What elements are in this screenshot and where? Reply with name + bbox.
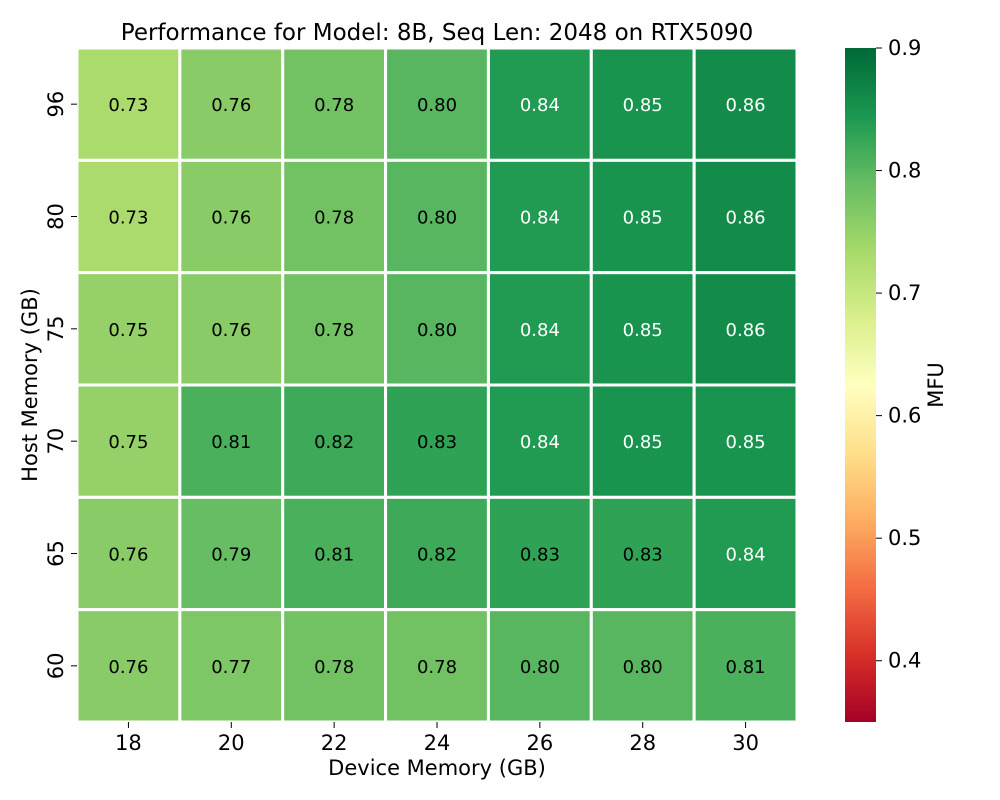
cell-value-label: 0.84 bbox=[520, 432, 560, 453]
cell-value-label: 0.76 bbox=[211, 95, 251, 116]
cell-value-label: 0.77 bbox=[211, 657, 251, 678]
heatmap-cell bbox=[692, 271, 799, 387]
cell-value-label: 0.85 bbox=[726, 432, 766, 453]
cell-value-label: 0.83 bbox=[520, 545, 560, 566]
x-tick-label: 30 bbox=[732, 731, 759, 755]
cell-value-label: 0.81 bbox=[211, 432, 251, 453]
heatmap-cell bbox=[589, 271, 696, 387]
cell-value-label: 0.78 bbox=[314, 320, 354, 341]
x-tick-label: 18 bbox=[115, 731, 142, 755]
cell-value-label: 0.84 bbox=[520, 208, 560, 229]
cell-value-label: 0.84 bbox=[520, 95, 560, 116]
heatmap-cell bbox=[486, 271, 593, 387]
cell-value-label: 0.76 bbox=[108, 545, 148, 566]
heatmap-cell bbox=[281, 495, 388, 612]
cell-value-label: 0.83 bbox=[417, 432, 457, 453]
colorbar-tick-label: 0.4 bbox=[888, 649, 921, 673]
cell-value-label: 0.73 bbox=[108, 208, 148, 229]
cell-value-label: 0.75 bbox=[108, 432, 148, 453]
x-tick-label: 24 bbox=[424, 731, 451, 755]
heatmap-cell bbox=[281, 271, 388, 387]
heatmap-cell bbox=[75, 495, 182, 612]
cell-value-label: 0.80 bbox=[623, 657, 663, 678]
colorbar-tick-label: 0.6 bbox=[888, 404, 921, 428]
cell-value-label: 0.86 bbox=[726, 208, 766, 229]
chart-title: Performance for Model: 8B, Seq Len: 2048… bbox=[121, 20, 753, 46]
cell-value-label: 0.81 bbox=[726, 657, 766, 678]
x-axis-ticks: 18 20 22 24 26 28 30 bbox=[115, 722, 759, 755]
heatmap-cells: 0.73 0.76 0.78 0.80 0.84 0.85 0.86 0.73 0.76 0.78… bbox=[75, 46, 799, 724]
cell-value-label: 0.80 bbox=[417, 320, 457, 341]
heatmap-cell bbox=[178, 608, 285, 724]
cell-value-label: 0.78 bbox=[314, 657, 354, 678]
colorbar-tick-label: 0.8 bbox=[888, 159, 921, 183]
cell-value-label: 0.84 bbox=[726, 545, 766, 566]
heatmap-cell bbox=[589, 383, 696, 499]
cell-value-label: 0.82 bbox=[417, 545, 457, 566]
heatmap-cell bbox=[692, 383, 799, 499]
colorbar-label: MFU bbox=[924, 362, 948, 408]
cell-value-label: 0.82 bbox=[314, 432, 354, 453]
cell-value-label: 0.83 bbox=[623, 545, 663, 566]
y-tick-label: 65 bbox=[44, 540, 68, 567]
cell-value-label: 0.80 bbox=[417, 95, 457, 116]
cell-value-label: 0.76 bbox=[211, 208, 251, 229]
y-tick-label: 96 bbox=[44, 91, 68, 118]
heatmap-cell bbox=[178, 383, 285, 499]
colorbar bbox=[845, 48, 876, 722]
heatmap-cell bbox=[281, 158, 388, 275]
cell-value-label: 0.84 bbox=[520, 320, 560, 341]
cell-value-label: 0.85 bbox=[623, 208, 663, 229]
heatmap-cell bbox=[486, 158, 593, 275]
cell-value-label: 0.85 bbox=[623, 95, 663, 116]
x-axis-label: Device Memory (GB) bbox=[328, 756, 546, 780]
cell-value-label: 0.86 bbox=[726, 95, 766, 116]
cell-value-label: 0.85 bbox=[623, 432, 663, 453]
cell-value-label: 0.80 bbox=[417, 208, 457, 229]
heatmap-cell bbox=[178, 46, 285, 162]
heatmap-cell bbox=[384, 271, 490, 387]
colorbar-tick-label: 0.9 bbox=[888, 36, 921, 60]
y-tick-label: 75 bbox=[44, 315, 68, 342]
y-axis-label: Host Memory (GB) bbox=[18, 288, 42, 482]
y-tick-label: 60 bbox=[44, 652, 68, 679]
colorbar-tick-label: 0.5 bbox=[888, 526, 921, 550]
x-tick-label: 22 bbox=[321, 731, 348, 755]
cell-value-label: 0.78 bbox=[314, 208, 354, 229]
cell-value-label: 0.76 bbox=[211, 320, 251, 341]
cell-value-label: 0.85 bbox=[623, 320, 663, 341]
heatmap-cell bbox=[692, 608, 799, 724]
x-tick-label: 26 bbox=[526, 731, 553, 755]
x-tick-label: 28 bbox=[629, 731, 656, 755]
x-tick-label: 20 bbox=[218, 731, 245, 755]
heatmap-cell bbox=[589, 46, 696, 162]
cell-value-label: 0.76 bbox=[108, 657, 148, 678]
cell-value-label: 0.75 bbox=[108, 320, 148, 341]
colorbar-ticks: 0.4 0.5 0.6 0.7 0.8 0.9 bbox=[876, 36, 921, 673]
colorbar-tick-label: 0.7 bbox=[888, 281, 921, 305]
cell-value-label: 0.78 bbox=[417, 657, 457, 678]
heatmap-cell bbox=[692, 158, 799, 275]
y-tick-label: 70 bbox=[44, 428, 68, 455]
cell-value-label: 0.79 bbox=[211, 545, 251, 566]
cell-value-label: 0.80 bbox=[520, 657, 560, 678]
cell-value-label: 0.78 bbox=[314, 95, 354, 116]
heatmap-cell bbox=[178, 271, 285, 387]
y-axis-ticks: 96 80 75 70 65 60 bbox=[44, 91, 77, 679]
cell-value-label: 0.81 bbox=[314, 545, 354, 566]
y-tick-label: 80 bbox=[44, 203, 68, 230]
heatmap-cell bbox=[75, 383, 182, 499]
cell-value-label: 0.73 bbox=[108, 95, 148, 116]
heatmap-cell bbox=[75, 608, 182, 724]
cell-value-label: 0.86 bbox=[726, 320, 766, 341]
